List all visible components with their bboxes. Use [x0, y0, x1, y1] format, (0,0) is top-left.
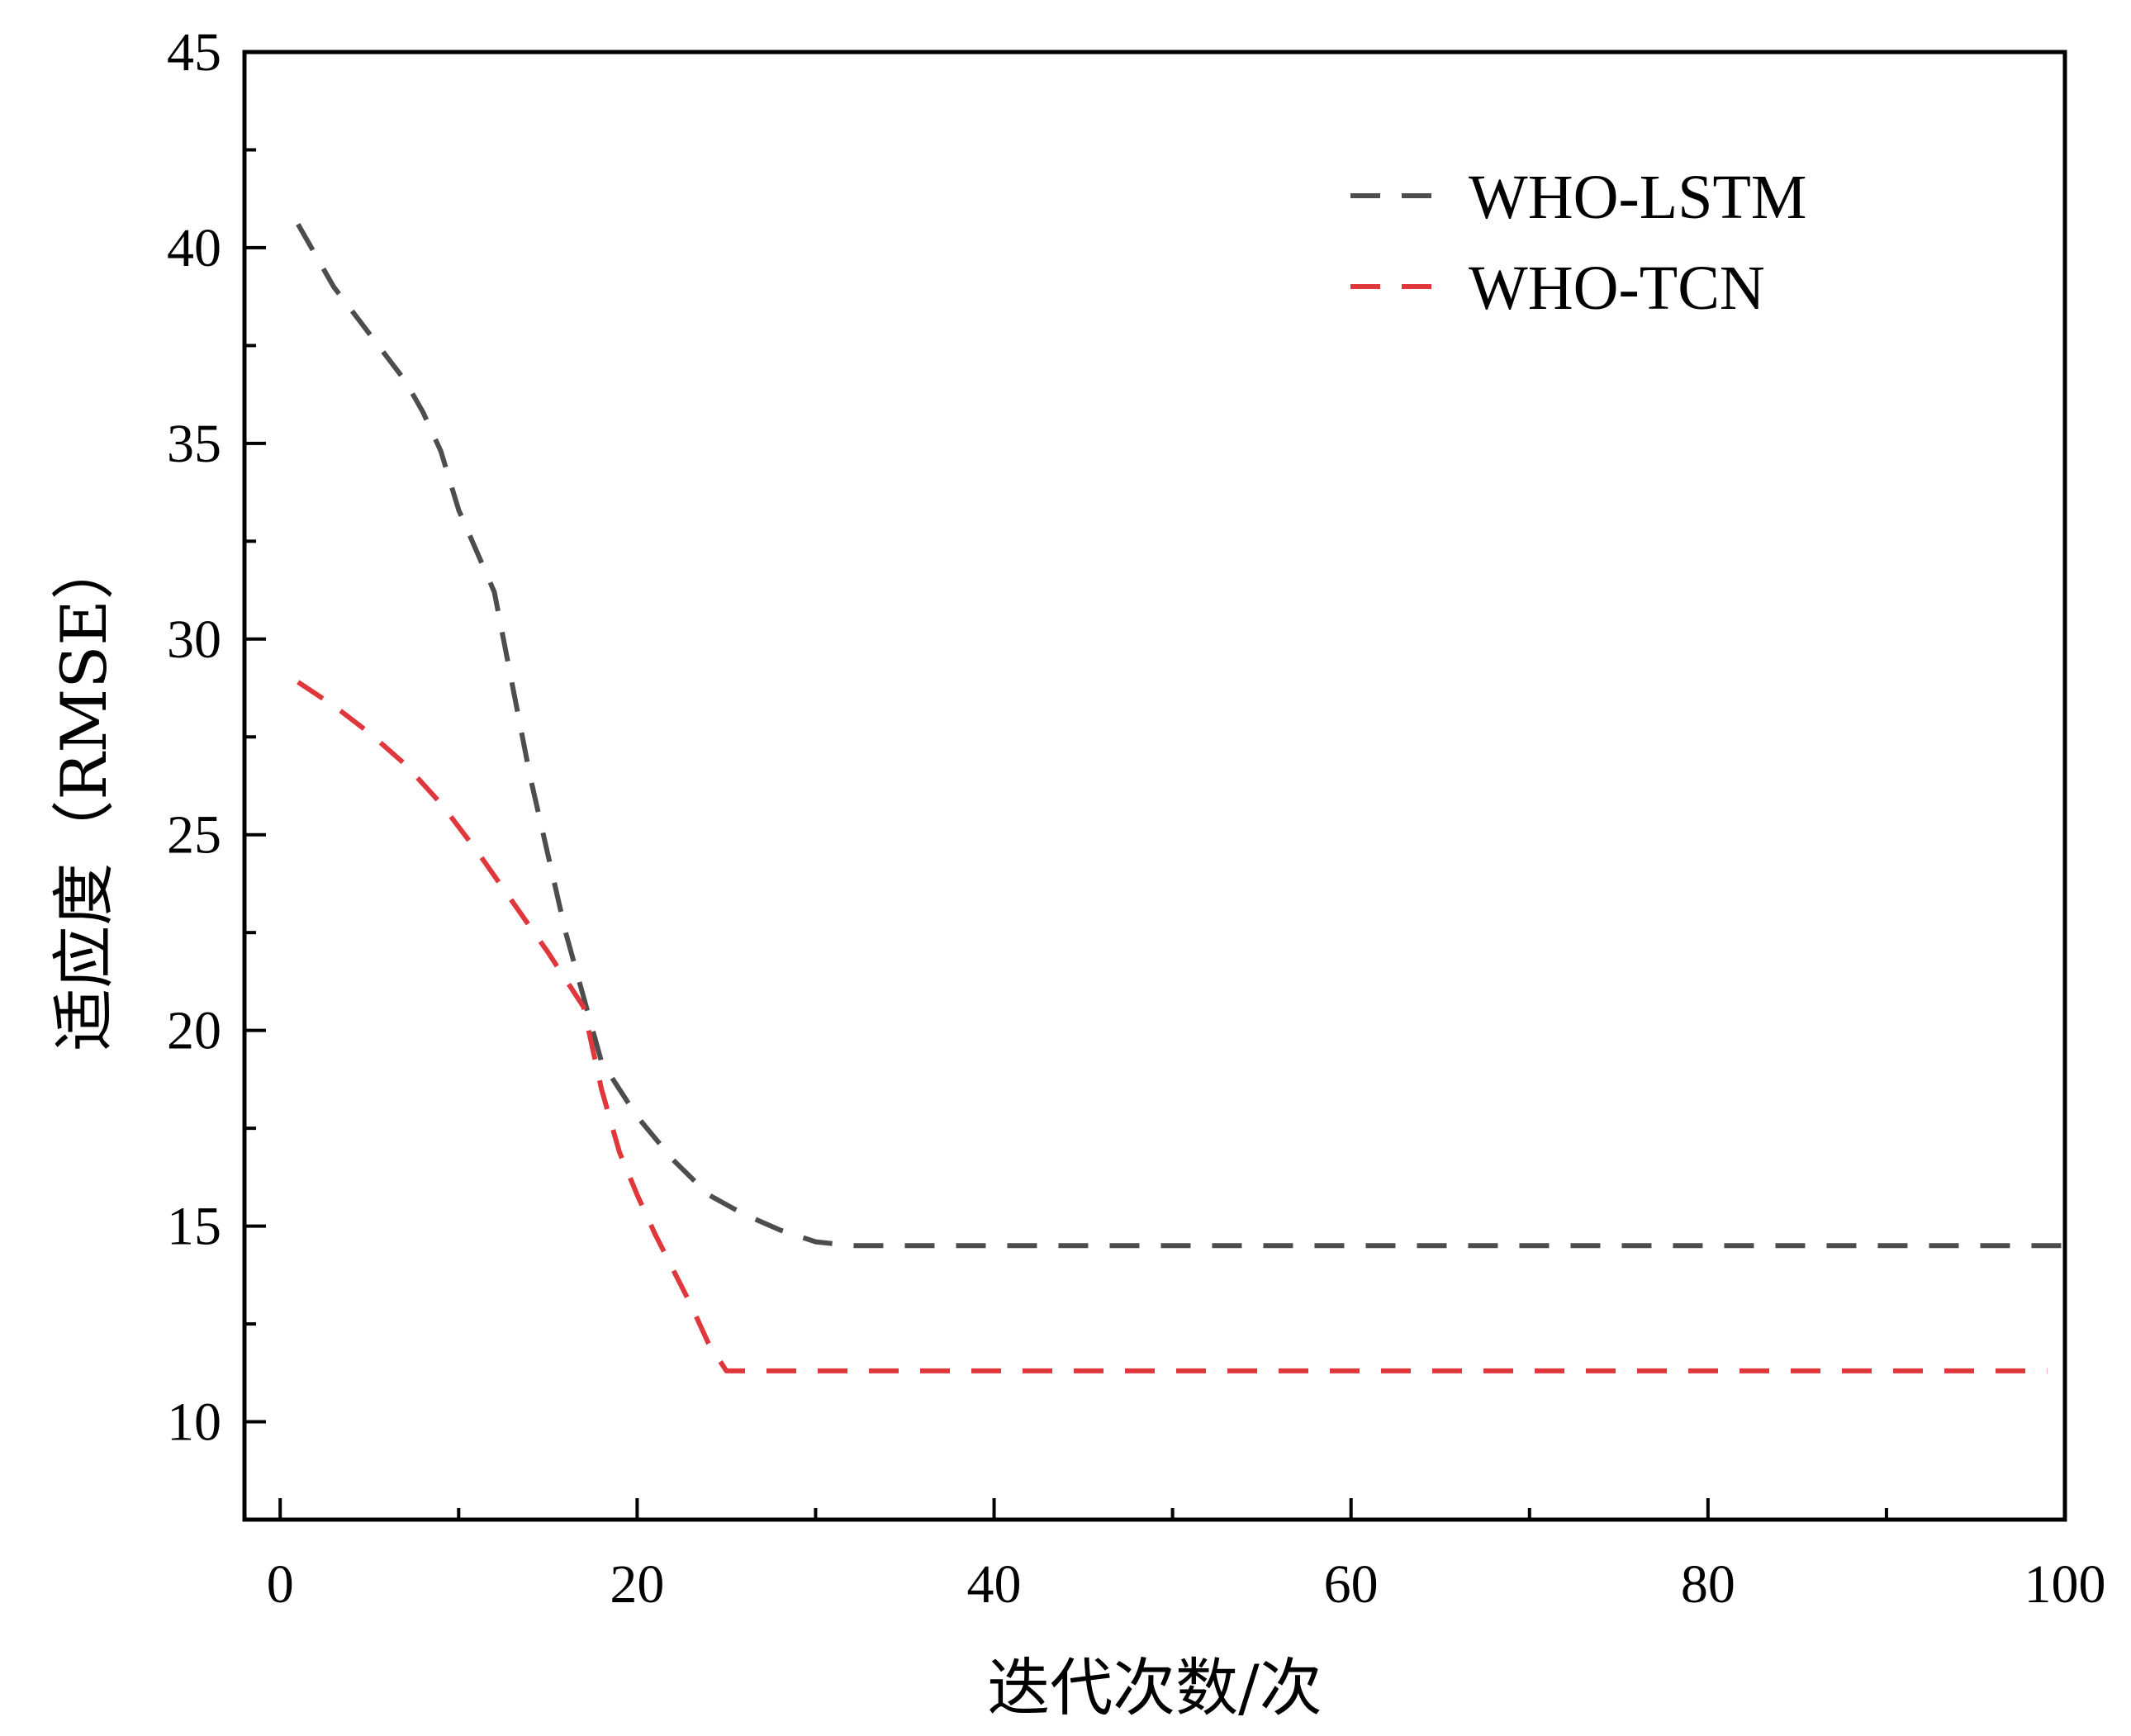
- x-tick-label: 60: [1324, 1554, 1379, 1615]
- legend-label: WHO-TCN: [1469, 254, 1765, 323]
- legend: WHO-LSTM WHO-TCN: [1350, 163, 1807, 323]
- y-tick-label: 15: [167, 1197, 221, 1257]
- y-tick-label: 40: [167, 218, 221, 278]
- x-tick-label: 100: [2024, 1554, 2106, 1615]
- y-tick-label: 30: [167, 609, 221, 670]
- tick-labels: 0 20 40 60 80 100 10 15 20 25 30 35 40 45: [167, 22, 2106, 1615]
- plot-frame: [242, 50, 2067, 1522]
- series-line-1: [296, 223, 2065, 1249]
- x-tick-label: 80: [1681, 1554, 1735, 1615]
- y-tick-label: 10: [167, 1392, 221, 1453]
- y-tick-label: 45: [167, 22, 221, 83]
- y-axis-title: 适应度（RMSE）: [47, 537, 121, 1051]
- series-line-2: [297, 680, 2048, 1373]
- x-tick-label: 20: [610, 1554, 664, 1615]
- legend-label: WHO-LSTM: [1469, 163, 1807, 232]
- y-tick-label: 20: [167, 1001, 221, 1061]
- x-tick-label: 40: [967, 1554, 1022, 1615]
- y-tick-label: 25: [167, 805, 221, 866]
- x-axis-title: 迭代次数/次: [987, 1651, 1322, 1724]
- y-tick-label: 35: [167, 414, 221, 474]
- series-layer: [296, 223, 2065, 1373]
- x-tick-label: 0: [267, 1554, 294, 1615]
